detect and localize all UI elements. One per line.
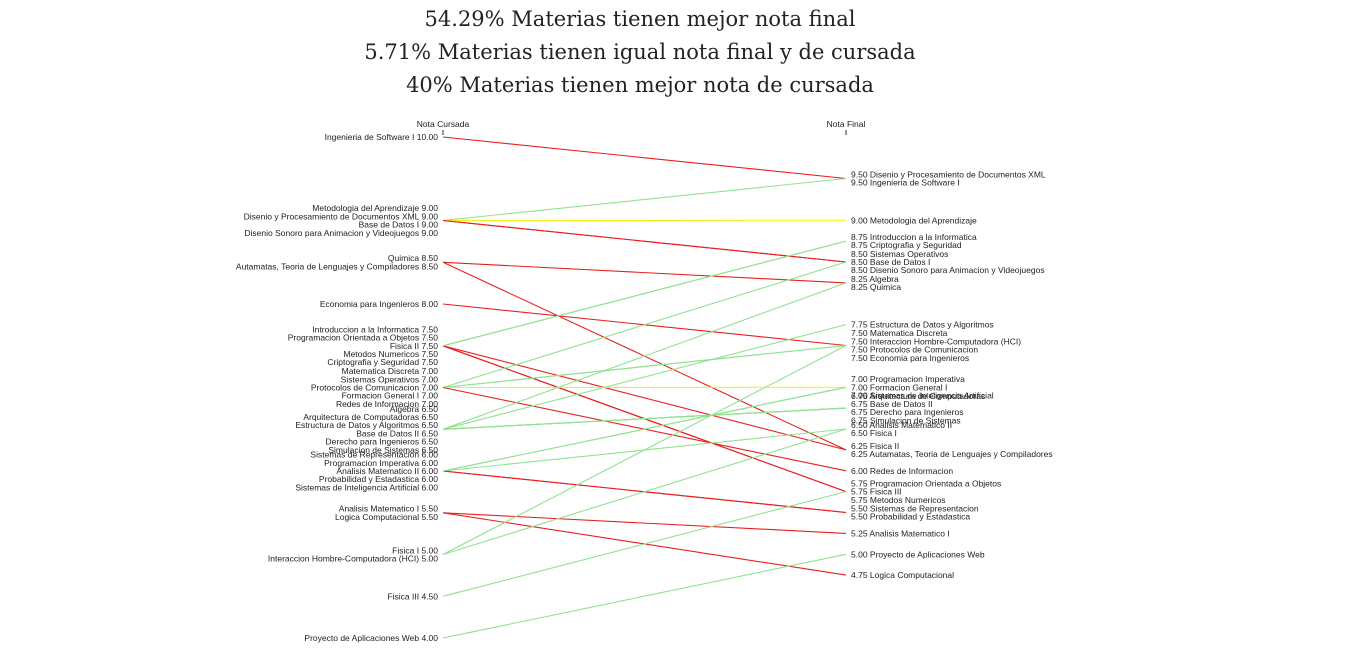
right-label: 9.00 Metodologia del Aprendizaje <box>851 215 977 225</box>
left-label: Logica Computacional 5.50 <box>335 512 438 522</box>
right-label: 7.50 Matematica Discreta <box>851 328 948 338</box>
right-label: 5.75 Programacion Orientada a Objetos <box>851 478 1001 488</box>
left-label: Disenio y Procesamiento de Documentos XM… <box>244 211 439 221</box>
slope-line <box>442 219 847 263</box>
right-labels: 9.50 Disenio y Procesamiento de Document… <box>851 169 1053 580</box>
left-label: Metodos Numericos 7.50 <box>344 349 439 359</box>
left-label: Economia para Ingenieros 8.00 <box>320 299 438 309</box>
slope-line <box>442 344 847 389</box>
left-label: Fisica I 5.00 <box>392 545 438 555</box>
summary-line-equal: 5.71% Materias tienen igual nota final y… <box>364 40 916 64</box>
slope-line <box>442 136 847 180</box>
left-label: Ingenieria de Software I 10.00 <box>325 132 439 142</box>
left-label: Simulacion de Sistemas 6.50 <box>328 445 438 455</box>
left-label: Redes de Informacion 7.00 <box>336 399 438 409</box>
right-label: 8.50 Disenio Sonoro para Animacion y Vid… <box>851 265 1045 275</box>
right-label: 5.50 Probabilidad y Estadastica <box>851 512 970 522</box>
left-label: Algebra 6.50 <box>390 404 438 414</box>
slope-line <box>442 407 847 430</box>
right-label: 5.25 Analisis Matematico I <box>851 528 950 538</box>
right-label: 9.50 Ingenieria de Software I <box>851 178 960 188</box>
right-label: 6.75 Simulacion de Sistemas <box>851 415 961 425</box>
left-label: Analisis Matematico I 5.50 <box>339 504 438 514</box>
left-label: Arquitectura de Computadoras 6.50 <box>303 412 438 422</box>
left-axis-title: Nota Cursada <box>417 119 470 129</box>
right-label: 6.75 Derecho para Ingenieros <box>851 407 963 417</box>
left-label: Fisica II 7.50 <box>390 341 438 351</box>
right-label: 7.50 Interaccion Hombre-Computadora (HCI… <box>851 336 1021 346</box>
left-label: Programacion Orientada a Objetos 7.50 <box>288 333 439 343</box>
slope-line <box>442 282 847 430</box>
slope-line <box>442 324 847 430</box>
slope-line <box>442 491 847 597</box>
slope-line <box>442 261 847 389</box>
right-label: 9.50 Disenio y Procesamiento de Document… <box>851 169 1046 179</box>
right-label: 8.25 Quimica <box>851 282 901 292</box>
left-label: Quimica 8.50 <box>388 253 438 263</box>
right-label: 5.00 Proyecto de Aplicaciones Web <box>851 549 985 559</box>
slope-line <box>442 240 847 347</box>
left-labels: Ingenieria de Software I 10.00 Metodologi… <box>236 132 438 643</box>
right-label: 7.50 Economia para Ingenieros <box>851 353 969 363</box>
left-label: Interaccion Hombre-Computadora (HCI) 5.0… <box>268 554 438 564</box>
left-label: Proyecto de Aplicaciones Web 4.00 <box>304 633 438 643</box>
left-label: Formacion General I 7.00 <box>342 391 439 401</box>
left-label: Estructura de Datos y Algoritmos 6.50 <box>295 420 438 430</box>
slope-line <box>442 261 847 284</box>
left-label: Programacion Imperativa 6.00 <box>324 458 438 468</box>
right-label: 8.25 Algebra <box>851 274 899 284</box>
right-label: 6.50 Fisica I <box>851 428 897 438</box>
right-label: 6.25 Autamatas, Teoria de Lenguajes y Co… <box>851 449 1053 459</box>
right-label: 8.50 Base de Datos I <box>851 257 930 267</box>
slope-line <box>442 386 847 472</box>
right-label: 6.25 Fisica II <box>851 441 899 451</box>
right-label: 8.75 Introduccion a la Informatica <box>851 232 977 242</box>
right-axis-title: Nota Final <box>827 119 866 129</box>
left-label: Base de Datos II 6.50 <box>356 428 438 438</box>
left-label: Introduccion a la Informatica 7.50 <box>312 324 438 334</box>
right-label: 6.75 Arquitectura de Computadoras <box>851 391 985 401</box>
left-label: Autamatas, Teoria de Lenguajes y Compila… <box>236 261 438 271</box>
slope-line <box>442 345 847 451</box>
left-label: Probabilidad y Estadastica 6.00 <box>319 474 438 484</box>
slope-line <box>442 177 847 222</box>
left-label: Protocolos de Comunicacion 7.00 <box>311 383 438 393</box>
left-label: Matematica Discreta 7.00 <box>342 366 439 376</box>
right-label: 6.75 Base de Datos II <box>851 399 933 409</box>
right-label: 6.00 Redes de Informacion <box>851 466 953 476</box>
left-label: Sistemas Operativos 7.00 <box>341 374 439 384</box>
right-label: 7.50 Protocolos de Comunicacion <box>851 345 978 355</box>
summary-block: 54.29% Materias tienen mejor nota final … <box>0 0 1280 102</box>
slope-lines <box>442 136 847 639</box>
right-label: 7.00 Sistemas de Inteligencia Artificial <box>851 390 994 400</box>
slope-line <box>442 512 847 534</box>
slope-line <box>442 345 847 555</box>
left-label: Derecho para Ingenieros 6.50 <box>326 437 439 447</box>
left-label: Sistemas de Inteligencia Artificial 6.00 <box>295 482 438 492</box>
left-label: Criptografia y Seguridad 7.50 <box>327 357 438 367</box>
right-label: 7.00 Formacion General I <box>851 382 947 392</box>
left-label: Fisica III 4.50 <box>387 591 438 601</box>
axes: Nota Cursada Nota Final <box>417 119 866 135</box>
right-label: 8.75 Criptografia y Seguridad <box>851 240 962 250</box>
right-label: 5.75 Fisica III <box>851 487 902 497</box>
right-label: 8.50 Sistemas Operativos <box>851 249 948 259</box>
left-label: Sistemas de Representacion 6.00 <box>310 450 438 460</box>
right-label: 5.75 Metodos Numericos <box>851 495 946 505</box>
left-label: Base de Datos I 9.00 <box>359 220 439 230</box>
right-label: 6.50 Analisis Matematico II <box>851 420 952 430</box>
right-label: 5.50 Sistemas de Representacion <box>851 503 979 513</box>
slope-line <box>442 428 847 556</box>
right-label: 7.00 Programacion Imperativa <box>851 374 965 384</box>
left-label: Analisis Matematico II 6.00 <box>336 466 438 476</box>
summary-line-better-cursada: 40% Materias tienen mejor nota de cursad… <box>406 73 874 97</box>
left-label: Disenio Sonoro para Animacion y Videojue… <box>244 228 438 238</box>
summary-line-better-final: 54.29% Materias tienen mejor nota final <box>424 7 856 31</box>
right-label: 7.75 Estructura de Datos y Algoritmos <box>851 320 994 330</box>
right-label: 4.75 Logica Computacional <box>851 570 954 580</box>
slope-line <box>442 553 847 639</box>
left-label: Metodologia del Aprendizaje 9.00 <box>312 203 438 213</box>
